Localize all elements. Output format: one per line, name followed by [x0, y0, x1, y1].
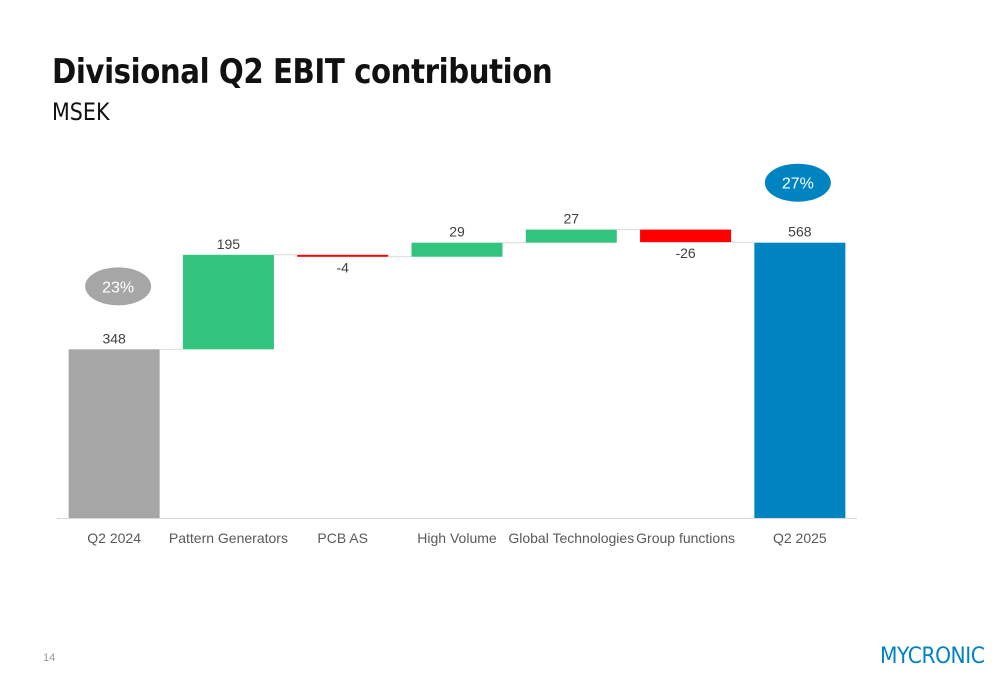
bar-pattern-generators: [182, 254, 274, 350]
x-tick-label: Q2 2024: [87, 530, 141, 546]
data-label: 568: [788, 224, 812, 240]
data-label: 29: [449, 224, 465, 240]
slide-subtitle: MSEK: [52, 98, 110, 126]
x-tick-label: PCB AS: [317, 530, 368, 546]
data-label: 195: [217, 236, 241, 252]
x-tick-label: High Volume: [417, 530, 497, 546]
x-tick-label: Q2 2025: [773, 530, 827, 546]
x-tick-label: Pattern Generators: [169, 530, 288, 546]
data-label: 27: [563, 211, 579, 227]
annotation-bubble: [85, 267, 152, 306]
annotation-bubble: [764, 163, 831, 202]
bar-group-functions: [640, 229, 732, 243]
bar-global-technologies: [525, 229, 617, 243]
slide-title: Divisional Q2 EBIT contribution: [52, 52, 553, 92]
mycronic-logo: MYCRONIC: [880, 644, 985, 669]
data-label: 348: [102, 330, 126, 346]
bar-pcb-as: [297, 254, 389, 257]
bar-high-volume: [411, 242, 503, 257]
annotation-label: 27%: [782, 176, 814, 193]
page-number: 14: [43, 652, 56, 664]
x-tick-label: Global Technologies: [508, 530, 634, 546]
bar-q2-2025: [754, 242, 846, 518]
annotation-label: 23%: [102, 279, 134, 296]
x-tick-label: Group functions: [636, 530, 735, 546]
bar-q2-2024: [68, 349, 160, 518]
data-label: -4: [336, 260, 349, 276]
data-label: -26: [675, 245, 695, 261]
